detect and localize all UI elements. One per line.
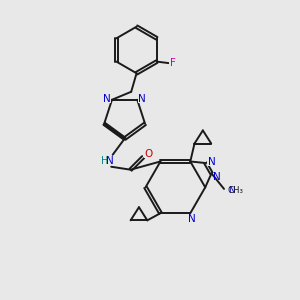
Text: N: N [103, 94, 111, 104]
Text: N: N [208, 157, 215, 166]
Text: O: O [144, 149, 153, 159]
Text: N: N [228, 186, 235, 195]
Text: N: N [188, 214, 196, 224]
Bar [213, 173, 221, 181]
Text: H: H [101, 156, 108, 166]
Bar [144, 150, 153, 158]
Bar [169, 59, 177, 67]
Bar [138, 95, 146, 103]
Text: CH₃: CH₃ [228, 186, 244, 195]
Text: N: N [213, 172, 221, 182]
Bar [100, 157, 109, 166]
Text: N: N [106, 156, 114, 166]
Bar [188, 214, 196, 223]
Bar [106, 157, 115, 166]
Text: N: N [139, 94, 146, 104]
Text: F: F [170, 58, 176, 68]
Bar [103, 95, 111, 103]
Bar [207, 158, 216, 166]
Bar [227, 186, 236, 195]
